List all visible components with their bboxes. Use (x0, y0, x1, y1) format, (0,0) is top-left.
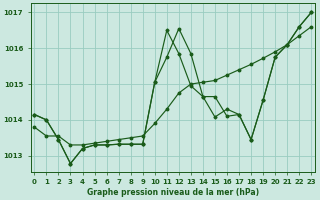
X-axis label: Graphe pression niveau de la mer (hPa): Graphe pression niveau de la mer (hPa) (87, 188, 259, 197)
